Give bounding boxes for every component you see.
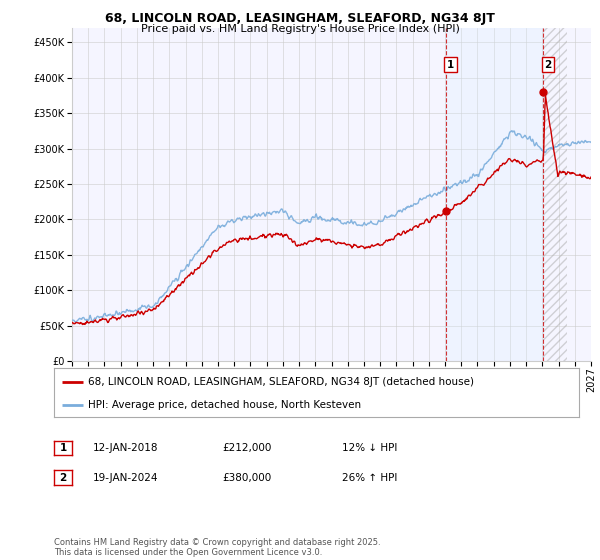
Text: 1: 1 — [59, 443, 67, 453]
Text: 2: 2 — [544, 60, 551, 70]
Text: 68, LINCOLN ROAD, LEASINGHAM, SLEAFORD, NG34 8JT: 68, LINCOLN ROAD, LEASINGHAM, SLEAFORD, … — [105, 12, 495, 25]
Text: 19-JAN-2024: 19-JAN-2024 — [93, 473, 158, 483]
Text: Price paid vs. HM Land Registry's House Price Index (HPI): Price paid vs. HM Land Registry's House … — [140, 24, 460, 34]
Text: £380,000: £380,000 — [222, 473, 271, 483]
Text: 2: 2 — [59, 473, 67, 483]
Bar — [543, 28, 566, 361]
Text: HPI: Average price, detached house, North Kesteven: HPI: Average price, detached house, Nort… — [88, 400, 361, 410]
Bar — [543, 28, 566, 361]
Bar — [446, 28, 543, 361]
Text: 12% ↓ HPI: 12% ↓ HPI — [342, 443, 397, 453]
Text: 12-JAN-2018: 12-JAN-2018 — [93, 443, 158, 453]
Text: 26% ↑ HPI: 26% ↑ HPI — [342, 473, 397, 483]
Text: Contains HM Land Registry data © Crown copyright and database right 2025.
This d: Contains HM Land Registry data © Crown c… — [54, 538, 380, 557]
Text: 1: 1 — [447, 60, 454, 70]
Text: 68, LINCOLN ROAD, LEASINGHAM, SLEAFORD, NG34 8JT (detached house): 68, LINCOLN ROAD, LEASINGHAM, SLEAFORD, … — [88, 377, 474, 387]
Text: £212,000: £212,000 — [222, 443, 271, 453]
